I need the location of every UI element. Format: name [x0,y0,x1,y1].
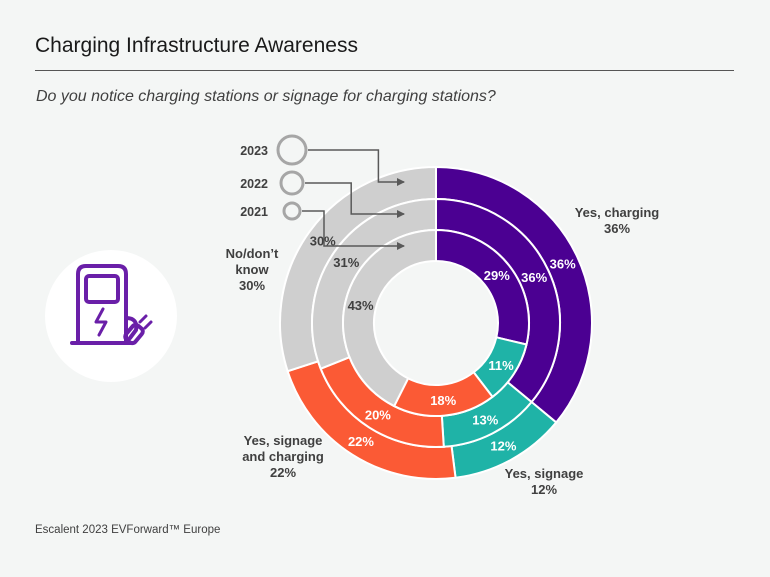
ev-charger-icon [70,264,153,346]
value-label-2023-yes-charging: 36% [550,256,576,271]
title-divider [35,70,734,71]
category-label-no-dont-know: No/don’t know 30% [226,246,279,293]
legend-circle-2022 [279,170,305,196]
category-label-yes-signage: Yes, signage 12% [505,466,584,497]
value-label-2021-yes-signage: 11% [488,358,514,373]
legend-arrow-2023 [308,149,405,186]
ring-2021-segment-no-dont-know [342,228,437,408]
value-label-2022-yes-charging: 36% [521,270,547,285]
value-label-2023-yes-signage: 12% [490,439,516,454]
value-label-2022-no-dont-know: 31% [333,255,359,270]
category-labels: Yes, charging 36% Yes, signage 12% Yes, sign… [226,205,660,497]
year-legend: 2023 2022 2021 [240,134,405,250]
value-label-2021-yes-charging: 29% [484,268,510,283]
value-label-2022-yes-signage: 13% [472,413,498,428]
source-footer: Escalent 2023 EVForward™ Europe [35,524,221,536]
value-label-2021-no-dont-know: 43% [348,298,374,313]
charger-badge [45,250,177,382]
value-label-2022-yes-signage-and-charging: 20% [365,408,391,423]
legend-year-2022: 2022 [240,177,268,191]
legend-year-2023: 2023 [240,144,268,158]
donut-rings [279,165,593,480]
icon-background-circle [45,250,177,382]
donut-value-labels: 36% 12% 22% 30% 36% 13% 20% 31% 29% 11% 18% 43% [310,234,576,454]
page-title: Charging Infrastructure Awareness [35,34,358,57]
legend-arrow-2021 [302,210,405,250]
value-label-2021-yes-signage-and-charging: 18% [430,393,456,408]
legend-circle-2023 [276,134,308,166]
survey-question: Do you notice charging stations or signa… [36,88,496,105]
category-label-yes-charging: Yes, charging 36% [575,205,660,236]
value-label-2023-no-dont-know: 30% [310,234,336,249]
legend-arrow-2022 [305,182,405,218]
category-label-yes-signage-and-charging: Yes, signage and charging 22% [242,433,324,480]
legend-year-2021: 2021 [240,205,268,219]
value-label-2023-yes-signage-and-charging: 22% [348,434,374,449]
legend-circle-2021 [282,201,302,221]
